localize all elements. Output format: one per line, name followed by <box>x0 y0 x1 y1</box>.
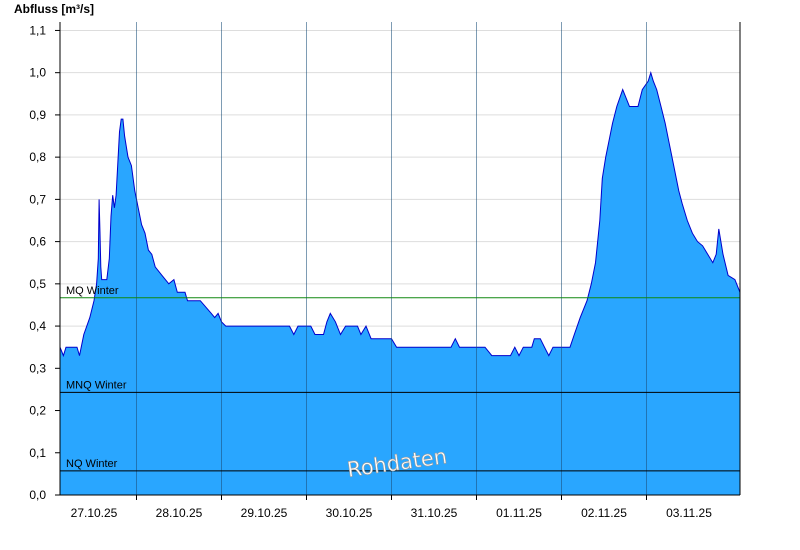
x-tick-label: 31.10.25 <box>411 506 458 520</box>
y-axis-label: Abfluss [m³/s] <box>14 2 94 16</box>
axes: 0,0 0,1 0,2 0,3 0,4 0,5 0,6 0,7 0,8 0,9 1,0 1,1 27.1… <box>29 22 741 520</box>
x-tick-label: 28.10.25 <box>156 506 203 520</box>
series-area <box>59 70 741 495</box>
reference-line-label: MNQ Winter <box>66 379 127 391</box>
y-tick-label: 0,6 <box>29 235 46 249</box>
x-tick-label: 29.10.25 <box>241 506 288 520</box>
x-tick-label: 27.10.25 <box>71 506 118 520</box>
reference-line-label: NQ Winter <box>66 458 118 470</box>
reference-lines: MQ Winter MNQ Winter NQ Winter <box>60 285 740 472</box>
y-tick-label: 0,1 <box>29 446 46 460</box>
y-tick-label: 0,0 <box>29 488 46 502</box>
y-tick-label: 0,4 <box>29 319 46 333</box>
x-tick-label: 03.11.25 <box>666 506 712 520</box>
x-tick-label: 01.11.25 <box>496 506 542 520</box>
reference-line-label: MQ Winter <box>66 285 119 297</box>
y-tick-label: 1,1 <box>29 23 46 37</box>
y-tick-label: 0,7 <box>29 192 46 206</box>
series-line <box>59 70 741 358</box>
y-tick-label: 0,2 <box>29 404 46 418</box>
series-fill <box>60 72 740 495</box>
y-tick-label: 0,8 <box>29 150 46 164</box>
y-tick-label: 0,5 <box>29 277 46 291</box>
y-tick-label: 1,0 <box>29 66 46 80</box>
y-tick-label: 0,9 <box>29 108 46 122</box>
y-tick-label: 0,3 <box>29 361 46 375</box>
x-tick-label: 02.11.25 <box>581 506 627 520</box>
x-tick-label: 30.10.25 <box>326 506 373 520</box>
day-separators <box>136 22 647 495</box>
